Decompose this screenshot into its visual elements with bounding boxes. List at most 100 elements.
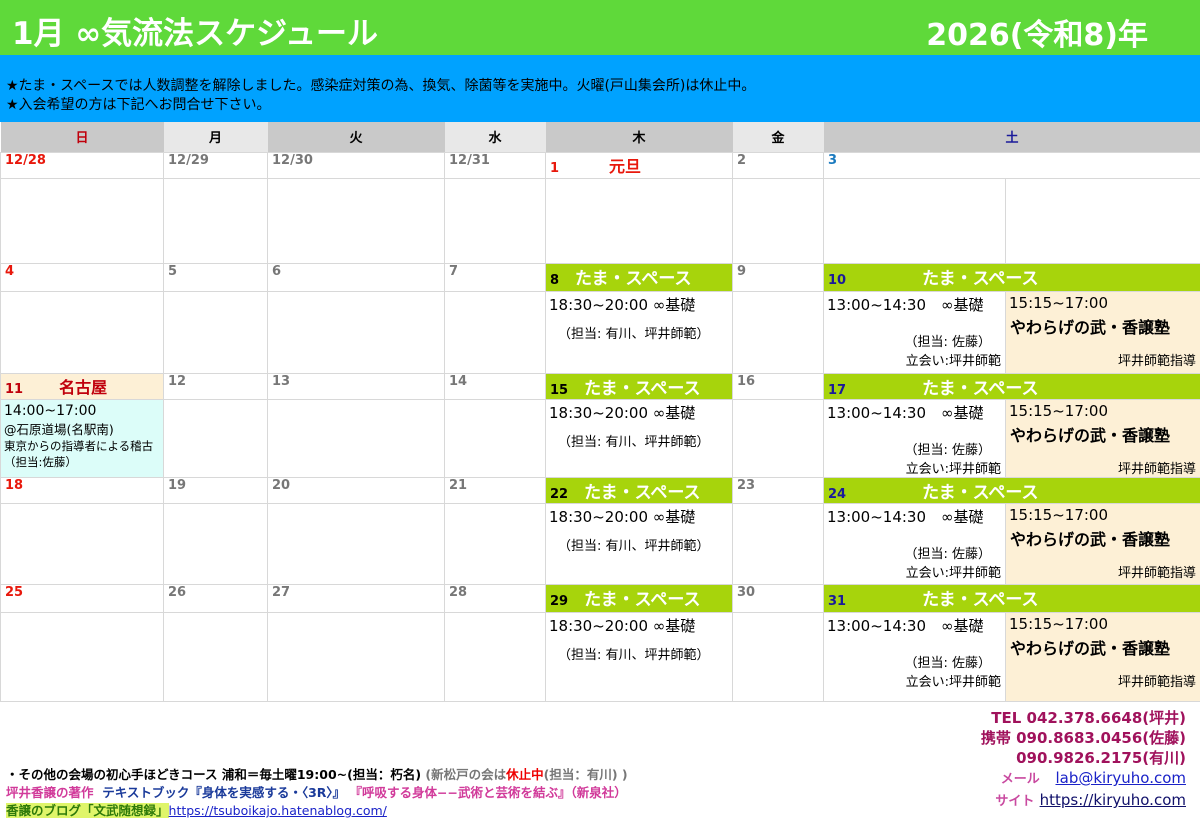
day-cell[interactable]: 26 [163, 583, 268, 613]
year-label: 2026(令和8)年 [926, 18, 1148, 53]
date-number: 11 [5, 381, 24, 397]
day-body [444, 611, 546, 702]
site-link[interactable]: https://kiryuho.com [1039, 791, 1186, 809]
date-number: 7 [449, 263, 459, 279]
weekday-0: 日 [0, 122, 164, 152]
class-time: 13:00~14:30 ∞基礎 [827, 403, 984, 422]
date-number: 12/30 [272, 152, 313, 168]
day-cell[interactable]: 12/30 [267, 151, 445, 179]
class-staff: （担当: 有川、坪井師範） [558, 326, 710, 342]
venue-label: たま・スペース [584, 378, 701, 399]
class2-time: 15:15~17:00 [1009, 614, 1109, 633]
day-cell[interactable]: 10 たま・スペース [822, 262, 1200, 292]
suspended-label: 休止中 [506, 767, 544, 782]
saturday-body-right: 15:15~17:00 やわらげの武・香譲塾坪井師範指導 [1004, 611, 1200, 702]
class-staff: （担当: 佐藤） [904, 546, 991, 562]
mail-link[interactable]: lab@kiryuho.com [1055, 769, 1186, 787]
date-number: 14 [449, 373, 468, 389]
class-witness: 立会い:坪井師範 [905, 565, 1001, 581]
day-cell[interactable]: 29 たま・スペース [545, 583, 733, 613]
day-body [732, 290, 824, 374]
day-cell[interactable]: 2 [732, 151, 824, 179]
day-body: 18:30~20:00 ∞基礎 （担当: 有川、坪井師範） [545, 611, 733, 702]
venue-label: たま・スペース [584, 589, 701, 610]
day-cell[interactable]: 16 [732, 372, 824, 400]
class2-time: 15:15~17:00 [1009, 505, 1109, 524]
date-number: 28 [449, 584, 468, 600]
date-number: 25 [5, 584, 24, 600]
contact-info: TEL 042.378.6648(坪井) 携帯 090.8683.0456(佐藤… [981, 708, 1186, 812]
day-body: 14:00~17:00 @石原道場(名駅南) 東京からの指導者による稽古 （担当:佐藤… [0, 398, 164, 478]
day-cell[interactable]: 9 [732, 262, 824, 292]
day-body [163, 398, 268, 478]
event-time: 14:00~17:00 [4, 402, 97, 419]
day-cell[interactable]: 19 [163, 476, 268, 504]
shinmatsudo-note: (新松戸の会は [425, 767, 507, 782]
day-cell[interactable]: 13 [267, 372, 445, 400]
mail-label: メール [1000, 772, 1040, 787]
day-cell[interactable]: 17 たま・スペース [822, 372, 1200, 400]
day-cell[interactable]: 8 たま・スペース [545, 262, 733, 292]
day-cell[interactable]: 18 [0, 476, 164, 504]
day-cell[interactable]: 30 [732, 583, 824, 613]
day-cell[interactable]: 6 [267, 262, 445, 292]
site-label: サイト [995, 794, 1035, 809]
class-time: 13:00~14:30 ∞基礎 [827, 295, 984, 314]
day-body [732, 398, 824, 478]
week-body-row: 18:30~20:00 ∞基礎 （担当: 有川、坪井師範） 13:00~14:30 … [0, 290, 1200, 374]
class2-name: やわらげの武・香譲塾 [1010, 638, 1171, 658]
day-cell[interactable]: 27 [267, 583, 445, 613]
day-cell[interactable]: 22 たま・スペース [545, 476, 733, 504]
date-number: 22 [550, 486, 569, 502]
day-cell[interactable]: 3 [822, 151, 1200, 179]
day-body [267, 398, 445, 478]
day-cell[interactable]: 25 [0, 583, 164, 613]
day-body [444, 290, 546, 374]
calendar-grid: 日月火水木金土 12/28 12/29 12/30 12/31 1 元旦 2 3 4 5 6 7 8 たま・… [0, 122, 1200, 702]
day-cell[interactable]: 21 [444, 476, 546, 504]
saturday-body-left: 13:00~14:30 ∞基礎 （担当: 佐藤） 立会い:坪井師範 [823, 398, 1006, 478]
holiday-label: 元旦 [609, 156, 642, 176]
weekday-1: 月 [163, 122, 268, 152]
shinmatsudo-staff: (担当：有川) ) [543, 767, 628, 782]
day-body [545, 177, 733, 264]
day-cell[interactable]: 4 [0, 262, 164, 292]
date-number: 3 [828, 152, 838, 168]
day-cell[interactable]: 23 [732, 476, 824, 504]
class2-lead: 坪井師範指導 [1118, 674, 1197, 690]
day-cell[interactable]: 5 [163, 262, 268, 292]
event-staff: （担当:佐藤） [4, 454, 77, 469]
day-cell[interactable]: 28 [444, 583, 546, 613]
day-cell[interactable]: 20 [267, 476, 445, 504]
class-staff: （担当: 佐藤） [904, 334, 991, 350]
day-cell[interactable]: 15 たま・スペース [545, 372, 733, 400]
date-number: 19 [168, 477, 187, 493]
day-cell[interactable]: 7 [444, 262, 546, 292]
venue-label: たま・スペース [922, 482, 1039, 503]
week-body-row: 18:30~20:00 ∞基礎 （担当: 有川、坪井師範） 13:00~14:30 … [0, 611, 1200, 702]
saturday-body-left: 13:00~14:30 ∞基礎 （担当: 佐藤） 立会い:坪井師範 [823, 611, 1006, 702]
page-title: 1月 ∞気流法スケジュール [12, 16, 379, 52]
venue-label: たま・スペース [922, 268, 1039, 289]
day-cell[interactable]: 12/31 [444, 151, 546, 179]
blog-link[interactable]: https://tsuboikajo.hatenablog.com/ [168, 803, 387, 818]
week-body-row: 14:00~17:00 @石原道場(名駅南) 東京からの指導者による稽古 （担当:佐藤… [0, 398, 1200, 478]
date-number: 20 [272, 477, 291, 493]
day-body [444, 502, 546, 585]
day-cell[interactable]: 14 [444, 372, 546, 400]
day-body [267, 177, 445, 264]
date-number: 12/31 [449, 152, 490, 168]
day-cell[interactable]: 12 [163, 372, 268, 400]
saturday-body-left [823, 177, 1006, 264]
day-cell[interactable]: 31 たま・スペース [822, 583, 1200, 613]
day-cell[interactable]: 12/29 [163, 151, 268, 179]
class2-time: 15:15~17:00 [1009, 401, 1109, 420]
class-staff: （担当: 有川、坪井師範） [558, 434, 710, 450]
class-time: 18:30~20:00 ∞基礎 [549, 403, 696, 422]
day-cell[interactable]: 1 元旦 [545, 151, 733, 179]
title-bar: 1月 ∞気流法スケジュール 2026(令和8)年 [0, 0, 1200, 55]
date-number: 1 [550, 160, 560, 176]
day-cell[interactable]: 12/28 [0, 151, 164, 179]
day-cell[interactable]: 24 たま・スペース [822, 476, 1200, 504]
day-cell[interactable]: 11 名古屋 [0, 372, 164, 400]
